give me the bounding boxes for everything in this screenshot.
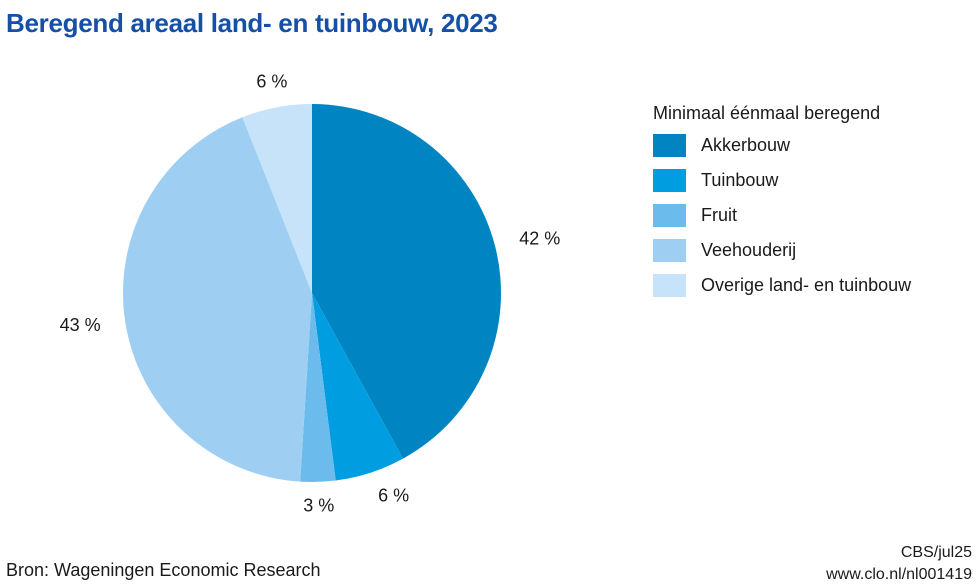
legend-swatch — [653, 169, 686, 192]
chart-title: Beregend areaal land- en tuinbouw, 2023 — [6, 8, 498, 38]
legend-label: Fruit — [701, 205, 737, 225]
legend-swatch — [653, 134, 686, 157]
pie-slice-fruit — [300, 293, 336, 482]
data-label-akkerbouw: 42 % — [519, 229, 560, 249]
pie-slice-tuinbouw — [312, 293, 404, 481]
url-text: www.clo.nl/nl001419 — [826, 566, 972, 583]
legend-label: Akkerbouw — [701, 135, 791, 155]
legend-item-tuinbouw: Tuinbouw — [653, 169, 911, 192]
legend-item-veehouderij: Veehouderij — [653, 239, 911, 262]
data-label-tuinbouw: 6 % — [378, 485, 409, 505]
pie-slice-akkerbouw — [312, 104, 501, 459]
data-label-overige-land-en-tuinbouw: 6 % — [256, 72, 287, 92]
legend-item-fruit: Fruit — [653, 204, 911, 227]
footer-credits: CBS/jul25 www.clo.nl/nl001419 — [826, 542, 972, 586]
data-label-fruit: 3 % — [303, 496, 334, 516]
legend-label: Tuinbouw — [701, 170, 779, 190]
legend-item-overige-land-en-tuinbouw: Overige land- en tuinbouw — [653, 274, 911, 297]
credit-text: CBS/jul25 — [900, 544, 972, 561]
legend-title: Minimaal éénmaal beregend — [653, 103, 881, 123]
pie-slice-overige-land-en-tuinbouw — [242, 104, 312, 293]
pie-slice-veehouderij — [123, 117, 312, 482]
source-note: Bron: Wageningen Economic Research — [6, 560, 321, 580]
legend-label: Veehouderij — [701, 240, 797, 260]
legend-swatch — [653, 204, 686, 227]
legend: Minimaal éénmaal beregend Akkerbouw Tuinb… — [653, 103, 911, 309]
legend-label: Overige land- en tuinbouw — [701, 275, 912, 295]
legend-swatch — [653, 274, 686, 297]
legend-item-akkerbouw: Akkerbouw — [653, 134, 911, 157]
legend-swatch — [653, 239, 686, 262]
data-label-veehouderij: 43 % — [60, 315, 101, 335]
